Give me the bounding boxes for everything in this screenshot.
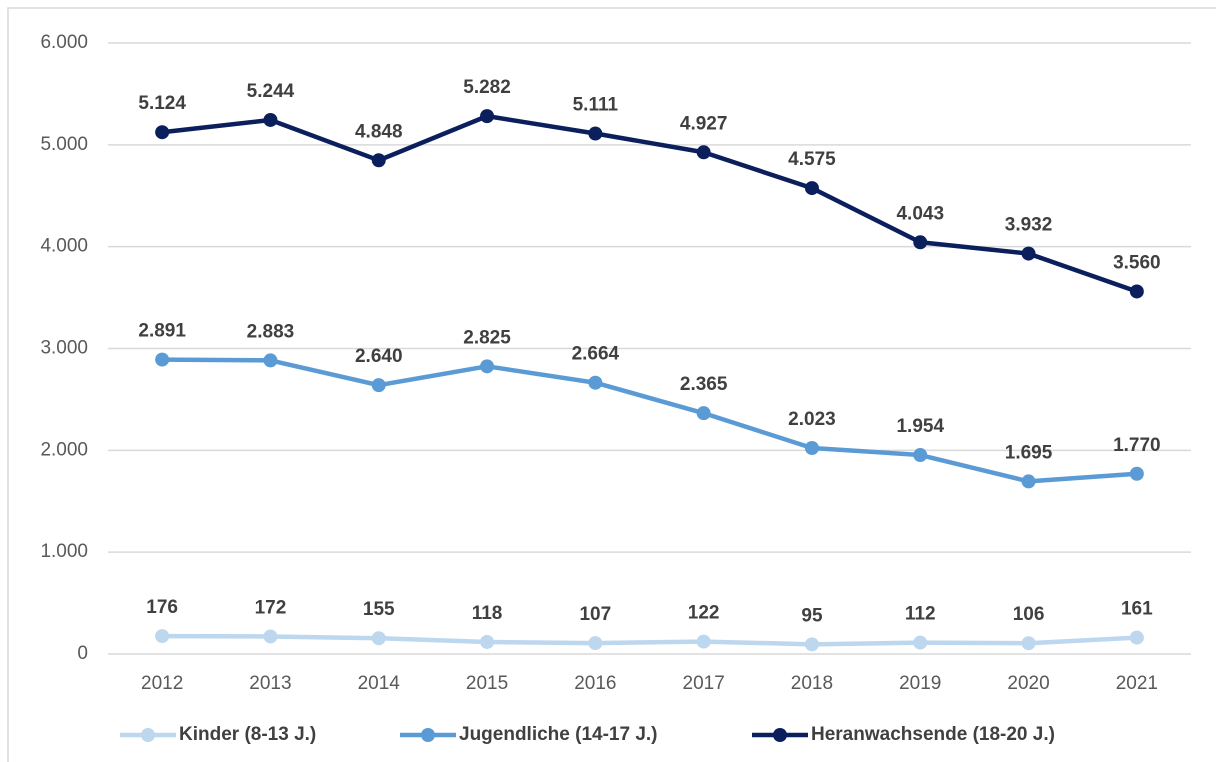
data-label: 112 <box>905 604 936 625</box>
data-label: 4.848 <box>355 121 403 142</box>
x-tick-label: 2018 <box>791 673 833 694</box>
data-point <box>480 109 495 124</box>
data-label: 1.954 <box>896 416 944 437</box>
data-label: 5.282 <box>463 77 511 98</box>
data-label: 4.575 <box>788 149 836 170</box>
data-label: 172 <box>255 598 287 619</box>
data-point <box>804 440 819 455</box>
data-label: 4.927 <box>680 113 728 134</box>
data-label: 2.891 <box>138 321 186 342</box>
x-tick-label: 2017 <box>683 673 725 694</box>
series-line <box>162 357 1138 484</box>
y-tick-label: 0 <box>77 643 88 664</box>
legend-label: Jugendliche (14-17 J.) <box>459 724 658 745</box>
y-tick-label: 6.000 <box>40 32 88 53</box>
data-label: 118 <box>472 603 503 624</box>
data-point <box>696 145 711 160</box>
x-tick-label: 2016 <box>574 673 616 694</box>
data-label: 122 <box>688 603 720 624</box>
data-label: 2.365 <box>680 374 728 395</box>
data-point <box>588 636 603 651</box>
x-tick-label: 2015 <box>466 673 508 694</box>
data-point <box>1129 630 1144 645</box>
data-label: 2.023 <box>788 409 836 430</box>
data-point <box>1129 466 1144 481</box>
data-point <box>1129 284 1144 299</box>
data-label: 2.883 <box>247 321 295 342</box>
y-tick-label: 1.000 <box>40 541 88 562</box>
data-label: 95 <box>801 605 823 626</box>
data-label: 3.932 <box>1005 215 1053 236</box>
series-line <box>161 113 1138 294</box>
x-tick-label: 2019 <box>899 673 941 694</box>
chart-frame <box>7 7 1216 762</box>
data-label: 161 <box>1121 599 1153 620</box>
data-label: 5.124 <box>138 93 186 114</box>
x-tick-label: 2014 <box>358 673 401 694</box>
x-tick-label: 2021 <box>1116 673 1158 694</box>
data-label: 4.043 <box>896 203 944 224</box>
data-point <box>696 406 711 421</box>
data-point <box>1021 474 1036 489</box>
data-label: 3.560 <box>1113 252 1161 273</box>
data-label: 2.640 <box>355 346 403 367</box>
data-point <box>371 378 386 393</box>
data-label: 1.695 <box>1005 442 1053 463</box>
y-tick-label: 2.000 <box>40 439 88 460</box>
data-point <box>804 181 819 196</box>
legend-label: Heranwachsende (18-20 J.) <box>811 724 1055 745</box>
data-point <box>913 635 928 650</box>
data-point <box>263 112 278 127</box>
data-point <box>913 448 928 463</box>
data-point <box>155 125 170 140</box>
data-point <box>155 352 170 367</box>
legend-label: Kinder (8-13 J.) <box>179 724 316 745</box>
data-point <box>588 126 603 141</box>
data-point <box>588 375 603 390</box>
data-point <box>263 353 278 368</box>
x-tick-label: 2013 <box>249 673 291 694</box>
legend-marker <box>141 728 155 742</box>
y-tick-label: 5.000 <box>40 134 88 155</box>
data-point <box>1021 636 1036 651</box>
data-label: 155 <box>363 599 395 620</box>
data-point <box>480 359 495 374</box>
data-label: 107 <box>579 604 611 625</box>
data-point <box>1021 246 1036 261</box>
data-point <box>804 637 819 652</box>
data-label: 5.244 <box>247 81 295 102</box>
data-label: 5.111 <box>573 95 619 116</box>
data-label: 106 <box>1013 604 1045 625</box>
legend-marker <box>773 728 787 742</box>
data-point <box>913 235 928 250</box>
data-point <box>371 631 386 646</box>
data-label: 2.664 <box>572 344 620 365</box>
data-point <box>696 634 711 649</box>
data-point <box>155 629 170 644</box>
data-point <box>371 153 386 168</box>
x-tick-label: 2012 <box>141 673 183 694</box>
y-tick-label: 3.000 <box>40 338 88 359</box>
series-line <box>162 633 1137 647</box>
x-tick-label: 2020 <box>1007 673 1049 694</box>
data-label: 2.825 <box>463 327 511 348</box>
y-tick-label: 4.000 <box>40 236 88 257</box>
data-point <box>480 634 495 649</box>
data-label: 1.770 <box>1113 435 1161 456</box>
data-label: 176 <box>146 597 178 618</box>
legend-marker <box>421 728 435 742</box>
data-point <box>263 629 278 644</box>
